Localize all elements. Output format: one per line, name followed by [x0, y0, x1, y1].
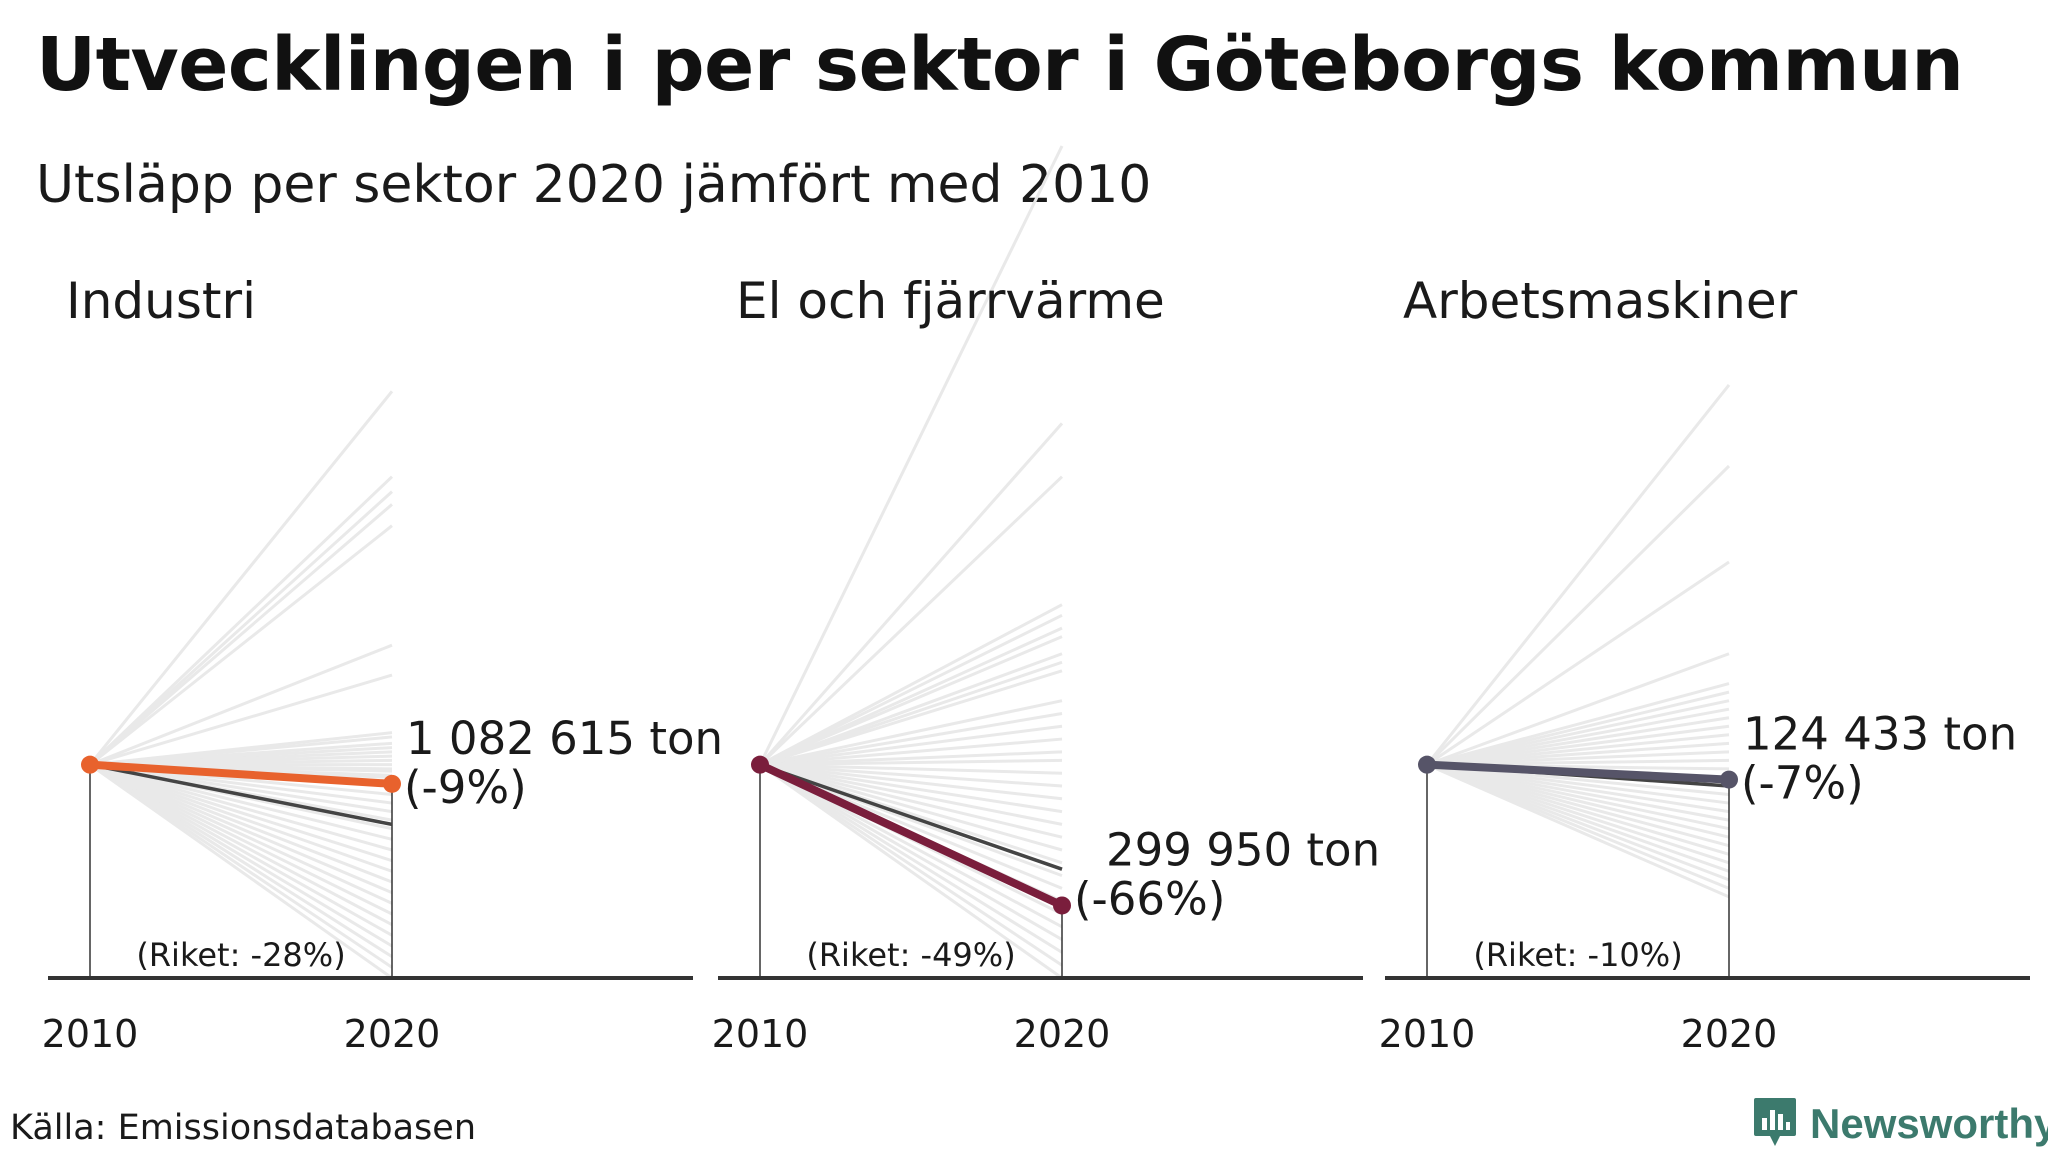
- background-series-line: [759, 763, 1063, 967]
- background-series-line: [1425, 383, 1731, 766]
- background-series-line: [759, 603, 1063, 766]
- background-series-line: [1426, 560, 1730, 766]
- highlight-series-line: [86, 760, 396, 788]
- background-series-line: [759, 763, 1063, 814]
- background-series-line: [89, 763, 393, 937]
- x-tick-label: 2010: [712, 1012, 809, 1056]
- highlight-value-label: 1 082 615 ton: [406, 712, 723, 765]
- background-series-line: [88, 490, 394, 766]
- chart-panel: [1385, 383, 2030, 980]
- highlight-pct-label: (-66%): [1074, 872, 1225, 925]
- background-series-line: [89, 763, 393, 884]
- brand-logo[interactable]: Newsworthy: [1752, 1096, 2048, 1152]
- background-series-line: [89, 763, 393, 926]
- highlight-point-2010: [1418, 755, 1436, 774]
- background-series-line: [89, 763, 393, 980]
- background-series-line: [1425, 464, 1731, 766]
- background-series-line: [759, 724, 1063, 767]
- background-series-line: [759, 763, 1063, 980]
- background-series-line: [759, 763, 1063, 788]
- panel-title: El och fjärrvärme: [736, 272, 1165, 330]
- panel-title: Arbetsmaskiner: [1403, 272, 1798, 330]
- chart-panel: [718, 145, 1363, 980]
- panel-title: Industri: [66, 272, 256, 330]
- background-series-line: [1426, 763, 1730, 899]
- background-series-line: [759, 711, 1063, 767]
- background-series-line: [89, 763, 393, 863]
- highlight-point-2010: [751, 755, 769, 774]
- background-series-line: [759, 669, 1063, 767]
- background-series-line: [759, 635, 1063, 767]
- newsworthy-logo-icon: [1752, 1096, 1798, 1152]
- page-subtitle: Utsläpp per sektor 2020 jämfört med 2010: [36, 155, 1152, 215]
- background-series-line: [89, 643, 393, 767]
- highlight-point-2020: [1720, 770, 1738, 789]
- background-series-line: [89, 763, 393, 905]
- x-tick-label: 2020: [344, 1012, 441, 1056]
- background-series-line: [759, 763, 1063, 852]
- highlight-pct-label: (-7%): [1741, 757, 1864, 810]
- x-tick-label: 2010: [42, 1012, 139, 1056]
- highlight-point-2010: [81, 755, 99, 774]
- background-series-line: [759, 763, 1063, 775]
- highlight-series-line: [756, 760, 1066, 910]
- highlight-point-2020: [1053, 896, 1071, 915]
- national-label: (Riket: -28%): [136, 936, 345, 974]
- x-tick-label: 2020: [1014, 1012, 1111, 1056]
- background-series-line: [89, 763, 393, 852]
- background-series-line: [88, 390, 394, 766]
- background-series-line: [759, 763, 1063, 801]
- background-series-line: [758, 475, 1064, 766]
- background-series-line: [1426, 652, 1730, 767]
- brand-name: Newsworthy: [1810, 1100, 2048, 1147]
- highlight-pct-label: (-9%): [404, 761, 527, 814]
- national-label: (Riket: -49%): [806, 936, 1015, 974]
- background-series-line: [89, 673, 393, 767]
- background-series-line: [759, 763, 1063, 839]
- page-title: Utvecklingen i per sektor i Göteborgs ko…: [36, 22, 1964, 108]
- background-series-line: [89, 763, 393, 873]
- background-series-line: [88, 475, 394, 766]
- chart-panel: [48, 390, 693, 980]
- national-series-line: [89, 762, 393, 827]
- background-series-line: [759, 763, 1063, 954]
- highlight-value-label: 299 950 ton: [1106, 823, 1380, 876]
- source-note: Källa: Emissionsdatabasen: [10, 1108, 477, 1148]
- background-series-line: [758, 145, 1064, 766]
- x-tick-label: 2020: [1681, 1012, 1778, 1056]
- national-label: (Riket: -10%): [1473, 936, 1682, 974]
- national-series-line: [759, 763, 1063, 871]
- background-series-line: [759, 699, 1063, 767]
- background-series-line: [758, 422, 1064, 766]
- background-series-line: [89, 763, 393, 948]
- background-series-line: [759, 763, 1063, 941]
- background-series-line: [89, 763, 393, 841]
- x-tick-label: 2010: [1379, 1012, 1476, 1056]
- highlight-value-label: 124 433 ton: [1743, 708, 2017, 761]
- background-series-line: [89, 763, 393, 895]
- background-series-line: [759, 737, 1063, 767]
- background-series-line: [759, 613, 1063, 767]
- background-series-line: [89, 763, 393, 916]
- highlight-point-2020: [383, 774, 401, 793]
- background-series-line: [89, 524, 393, 766]
- background-series-line: [89, 503, 393, 766]
- highlight-series-line: [1423, 760, 1733, 784]
- background-series-line: [759, 758, 1063, 767]
- background-series-line: [759, 763, 1063, 826]
